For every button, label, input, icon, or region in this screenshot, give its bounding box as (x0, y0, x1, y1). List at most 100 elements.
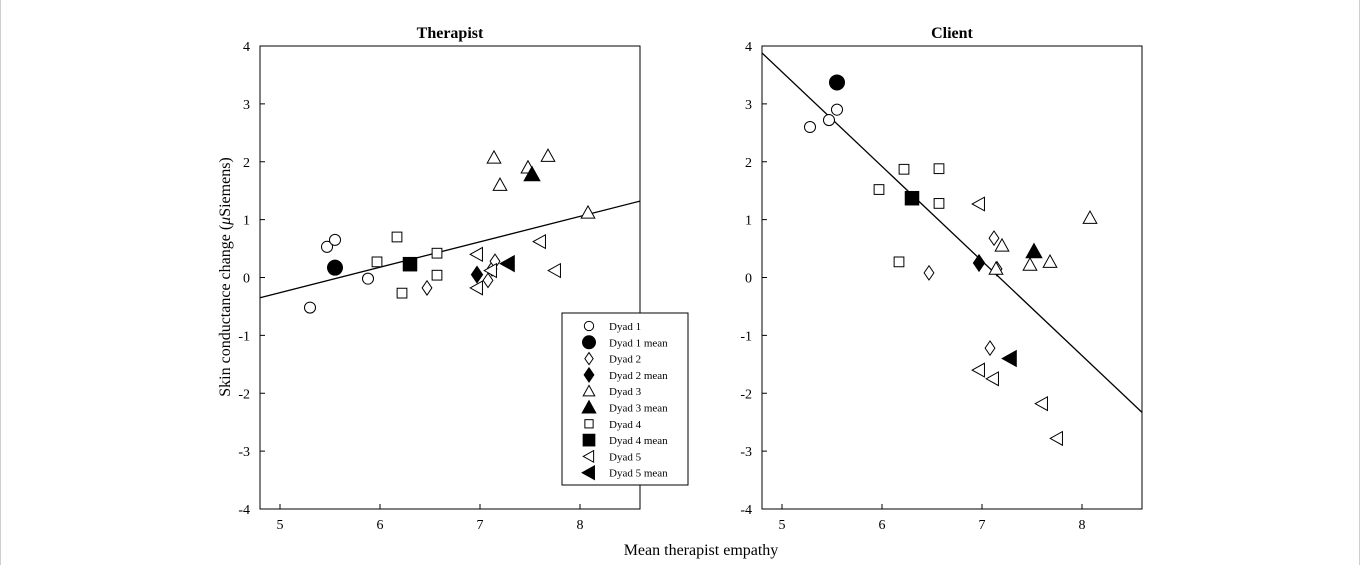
dyad-4-point (371, 256, 383, 268)
dyad-5-point (971, 196, 985, 212)
dyad-2-mean-point (470, 265, 484, 284)
legend-label-dyad-4: Dyad 4 (609, 419, 642, 431)
legend-label-dyad-3-mean: Dyad 3 mean (609, 403, 668, 415)
client-panel: Client 5 6 7 8 -4 -3 -2 -1 0 1 2 3 4 (740, 25, 1143, 533)
legend-label-dyad-2-mean: Dyad 2 mean (609, 370, 668, 382)
y-tick-label: -3 (238, 445, 250, 460)
legend-marker-dyad-1-mean (582, 335, 596, 350)
y-tick-label: 4 (243, 40, 250, 55)
dyad-4-point (396, 287, 408, 299)
dyad-3-mean-point (1025, 242, 1043, 259)
x-tick-label: 8 (1079, 518, 1086, 533)
y-tick-label: -3 (740, 445, 752, 460)
y-axis-title-unit: Siemens) (217, 157, 234, 217)
legend-label-dyad-5-mean: Dyad 5 mean (609, 468, 668, 480)
legend-label-dyad-3: Dyad 3 (609, 386, 642, 398)
dyad-4-point (391, 231, 403, 243)
y-tick-label: -4 (238, 503, 250, 518)
dyad-1-point (830, 103, 844, 116)
legend-label-dyad-4-mean: Dyad 4 mean (609, 435, 668, 447)
y-tick-label: 1 (745, 214, 752, 229)
y-tick-label: 4 (745, 40, 752, 55)
x-tick-label: 7 (979, 518, 986, 533)
x-tick-label: 8 (577, 518, 584, 533)
x-tick-label: 7 (477, 518, 484, 533)
dyad-3-mean-point (523, 165, 541, 182)
regression-line (259, 200, 641, 299)
dyad-5-point (985, 371, 999, 387)
legend-marker-dyad-3-mean (581, 399, 597, 414)
dyad-5-mean-point (1001, 349, 1017, 368)
legend-marker-dyad-2 (584, 351, 594, 366)
dyad-3-point (486, 149, 502, 164)
legend-marker-dyad-2-mean (583, 366, 595, 383)
dyad-3-point (540, 148, 556, 162)
therapist-panel-title: Therapist (417, 25, 484, 42)
dyad-4-point (898, 163, 910, 175)
legend-marker-dyad-3 (582, 384, 596, 397)
y-tick-label: 0 (745, 272, 752, 287)
dyad-5-mean-point (499, 254, 515, 273)
y-tick-label: 1 (243, 214, 250, 229)
legend-marker-dyad-1 (583, 320, 595, 332)
legend-marker-dyad-4 (584, 419, 594, 429)
client-axes-frame (761, 45, 1143, 510)
dyad-1-point (361, 272, 375, 285)
dyad-1-point (303, 301, 317, 314)
dyad-2-point (923, 264, 935, 281)
client-plot-area: 5 6 7 8 -4 -3 -2 -1 0 1 2 3 4 (740, 40, 1143, 533)
dyad-4-point (933, 163, 945, 175)
dyad-4-point (933, 198, 945, 209)
legend-marker-dyad-5 (582, 449, 595, 464)
dyad-5-point (1049, 430, 1063, 447)
y-tick-label: 3 (243, 98, 250, 113)
y-tick-label: -2 (740, 387, 752, 402)
legend: Dyad 1 Dyad 1 mean Dyad 2 Dyad 2 mean Dyad 3… (561, 312, 689, 486)
therapist-plot-area: 5 6 7 8 -4 -3 -2 -1 0 1 2 3 4 (238, 40, 641, 533)
dyad-5-point (547, 262, 561, 279)
dyad-1-point (320, 240, 334, 253)
legend-label-dyad-2: Dyad 2 (609, 354, 641, 366)
dyad-5-point (469, 280, 483, 296)
y-tick-label: -2 (238, 387, 250, 402)
y-tick-label: -4 (740, 503, 752, 518)
y-tick-label: 3 (745, 98, 752, 113)
dyad-1-point (328, 233, 342, 246)
y-tick-label: -1 (740, 329, 752, 344)
regression-line (761, 52, 1143, 413)
dyad-5-point (532, 233, 546, 250)
x-tick-label: 6 (377, 518, 384, 533)
legend-label-dyad-5: Dyad 5 (609, 451, 642, 463)
dyad-5-point (469, 246, 483, 263)
dyad-2-point (988, 230, 1000, 247)
dyad-2-point (482, 272, 494, 289)
x-tick-label: 6 (879, 518, 886, 533)
dyad-3-point (994, 237, 1010, 252)
dyad-2-point (984, 340, 996, 357)
dyad-1-mean-point (829, 74, 845, 91)
dyad-3-point (1022, 256, 1038, 271)
dyad-4-mean-point (904, 190, 920, 206)
dyad-3-point (1082, 210, 1098, 224)
legend-label-dyad-1-mean: Dyad 1 mean (609, 337, 668, 349)
dyad-4-point (893, 256, 905, 268)
dyad-5-point (971, 362, 985, 378)
x-axis-title: Mean therapist empathy (624, 542, 779, 559)
dyad-3-point (492, 177, 508, 191)
dyad-2-point (421, 279, 433, 296)
dyad-3-point (580, 204, 596, 219)
y-tick-label: 0 (243, 272, 250, 287)
dyad-4-mean-point (402, 256, 418, 272)
x-tick-label: 5 (277, 518, 284, 533)
y-axis-title-main: Skin conductance change ( (217, 225, 234, 397)
client-panel-title: Client (931, 25, 973, 42)
dyad-1-point (803, 121, 817, 134)
dyad-5-point (1034, 395, 1048, 412)
dyad-3-point (1042, 254, 1058, 268)
therapist-panel: Therapist 5 6 7 8 -4 -3 -2 -1 0 1 2 3 4 (238, 25, 641, 533)
y-axis-title: Skin conductance change (μSiemens) (217, 157, 234, 397)
legend-marker-dyad-4-mean (582, 433, 596, 447)
dyad-5-point (483, 262, 497, 279)
y-tick-label: 2 (243, 156, 250, 171)
